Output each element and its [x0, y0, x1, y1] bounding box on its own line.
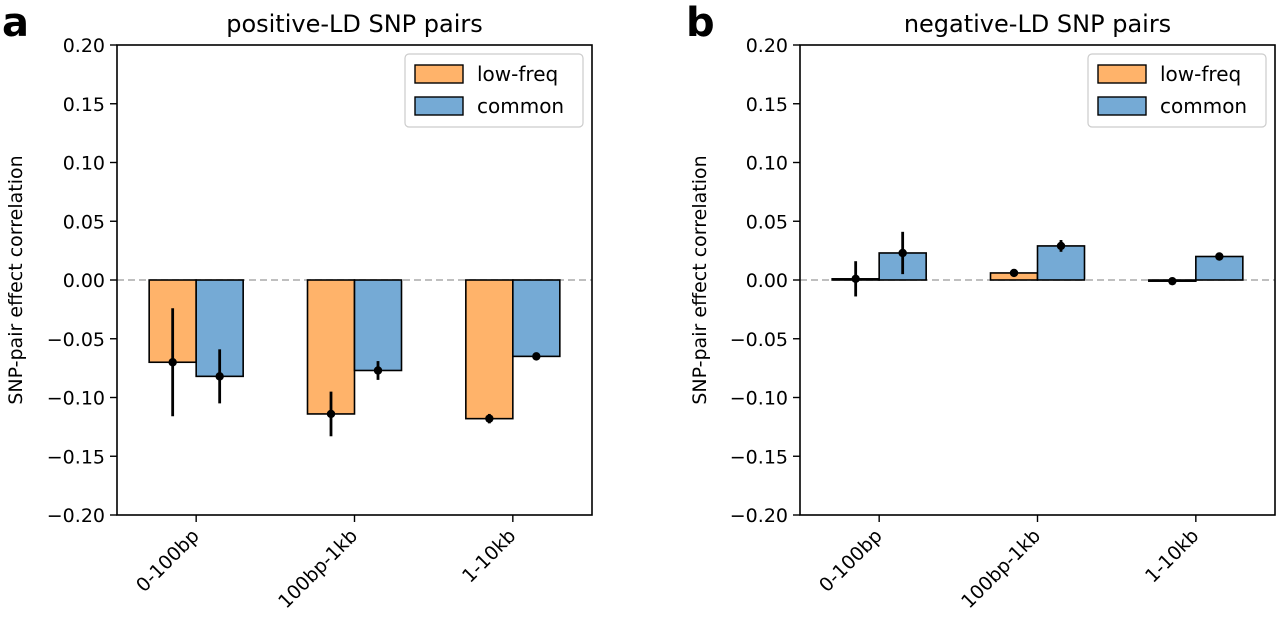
x-tick-label: 0-100bp: [132, 525, 204, 597]
legend-swatch-common: [414, 96, 464, 116]
point-common-100bp-1kb: [1056, 241, 1066, 251]
point-low-freq-100bp-1kb: [326, 409, 336, 419]
y-tick-label: 0.15: [746, 94, 788, 116]
panel-letter: a: [2, 0, 29, 46]
legend: low-freq common: [404, 53, 584, 128]
y-tick-label: −0.15: [730, 446, 788, 468]
point-common-0-100bp: [898, 248, 907, 258]
y-tick-label: 0.20: [63, 35, 105, 57]
point-common-100bp-1kb: [373, 366, 383, 375]
chart-panel-b: b negative-LD SNP pairs SNP-pair effect co…: [686, 0, 1276, 613]
y-tick-label: 0.20: [746, 35, 788, 57]
y-tick-label: 0.10: [746, 153, 788, 175]
x-tick-label: 1-10kb: [1141, 525, 1203, 587]
panel-letter: b: [686, 0, 715, 46]
x-tick-label: 1-10kb: [458, 525, 520, 587]
y-tick-label: 0.00: [63, 270, 105, 292]
legend-label-low-freq: low-freq: [1160, 62, 1241, 86]
x-tick-label: 0-100bp: [815, 525, 887, 597]
y-axis-label: SNP-pair effect correlation: [5, 155, 27, 404]
legend-label-low-freq: low-freq: [477, 62, 558, 86]
point-common-1-10kb: [532, 352, 541, 361]
bar-common-100bp-1kb: [353, 279, 403, 372]
point-common-0-100bp: [215, 372, 224, 381]
point-low-freq-100bp-1kb: [1009, 268, 1019, 278]
point-low-freq-0-100bp: [168, 358, 177, 367]
x-tick-label: 100bp-1kb: [957, 525, 1045, 613]
y-tick-label: −0.05: [47, 329, 105, 351]
chart-title: negative-LD SNP pairs: [904, 10, 1171, 38]
y-tick-label: −0.10: [47, 388, 105, 410]
chart-panel-a: a positive-LD SNP pairs SNP-pair effect co…: [2, 0, 593, 613]
legend-label-common: common: [477, 94, 564, 118]
bar-low-freq-1-10kb: [465, 279, 514, 420]
legend-label-common: common: [1160, 94, 1247, 118]
y-axis-label: SNP-pair effect correlation: [689, 155, 711, 404]
bar-common-1-10kb: [512, 279, 561, 358]
chart-title: positive-LD SNP pairs: [226, 10, 483, 38]
y-tick-label: 0.05: [63, 211, 105, 233]
legend-swatch-common: [1097, 96, 1147, 116]
legend-swatch-low-freq: [414, 64, 464, 84]
point-low-freq-1-10kb: [1168, 276, 1177, 286]
y-tick-label: −0.20: [47, 505, 105, 527]
y-tick-label: 0.10: [63, 153, 105, 175]
legend-swatch-low-freq: [1097, 64, 1147, 84]
y-tick-label: 0.00: [746, 270, 788, 292]
point-low-freq-1-10kb: [485, 414, 494, 423]
point-low-freq-0-100bp: [851, 274, 860, 284]
y-tick-label: 0.15: [63, 94, 105, 116]
point-common-1-10kb: [1215, 252, 1224, 261]
x-tick-label: 100bp-1kb: [274, 525, 362, 613]
y-tick-label: −0.15: [47, 446, 105, 468]
y-tick-label: −0.05: [730, 329, 788, 351]
y-tick-label: 0.05: [746, 211, 788, 233]
legend: low-freq common: [1087, 53, 1267, 128]
y-tick-label: −0.10: [730, 388, 788, 410]
y-tick-label: −0.20: [730, 505, 788, 527]
